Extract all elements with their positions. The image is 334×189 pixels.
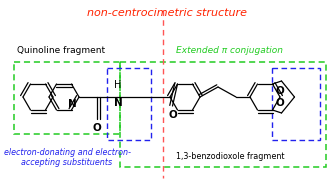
Text: O: O xyxy=(276,98,284,108)
Text: N: N xyxy=(68,99,77,109)
Text: Quinoline fragment: Quinoline fragment xyxy=(17,46,105,55)
Text: O: O xyxy=(276,86,284,96)
Text: Extended π conjugation: Extended π conjugation xyxy=(176,46,284,55)
Text: O: O xyxy=(168,110,177,120)
Text: electron-donating and electron-
accepting substituents: electron-donating and electron- acceptin… xyxy=(3,148,131,167)
Text: 1,3-benzodioxole fragment: 1,3-benzodioxole fragment xyxy=(176,152,284,161)
Text: N: N xyxy=(114,98,122,108)
Text: H: H xyxy=(114,80,122,90)
Text: O: O xyxy=(93,123,102,133)
Text: non-centrocimetric structure: non-centrocimetric structure xyxy=(87,8,247,18)
